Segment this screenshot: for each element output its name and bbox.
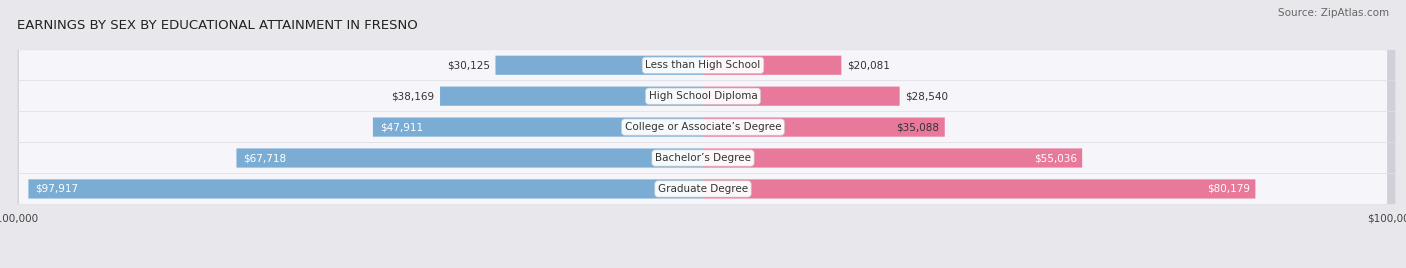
Text: $55,036: $55,036 — [1033, 153, 1077, 163]
FancyBboxPatch shape — [18, 143, 1388, 173]
FancyBboxPatch shape — [18, 50, 1388, 80]
Text: $38,169: $38,169 — [391, 91, 434, 101]
Text: $20,081: $20,081 — [846, 60, 890, 70]
FancyBboxPatch shape — [703, 56, 841, 75]
FancyBboxPatch shape — [236, 148, 703, 168]
FancyBboxPatch shape — [28, 179, 703, 199]
FancyBboxPatch shape — [17, 174, 1395, 204]
FancyBboxPatch shape — [18, 174, 1388, 204]
Text: Bachelor’s Degree: Bachelor’s Degree — [655, 153, 751, 163]
FancyBboxPatch shape — [373, 117, 703, 137]
FancyBboxPatch shape — [440, 87, 703, 106]
Text: College or Associate’s Degree: College or Associate’s Degree — [624, 122, 782, 132]
Text: $30,125: $30,125 — [447, 60, 489, 70]
FancyBboxPatch shape — [17, 50, 1395, 81]
Text: EARNINGS BY SEX BY EDUCATIONAL ATTAINMENT IN FRESNO: EARNINGS BY SEX BY EDUCATIONAL ATTAINMEN… — [17, 19, 418, 32]
FancyBboxPatch shape — [703, 179, 1256, 199]
Text: Graduate Degree: Graduate Degree — [658, 184, 748, 194]
FancyBboxPatch shape — [18, 112, 1388, 142]
FancyBboxPatch shape — [17, 81, 1395, 111]
Text: Less than High School: Less than High School — [645, 60, 761, 70]
Text: Source: ZipAtlas.com: Source: ZipAtlas.com — [1278, 8, 1389, 18]
Text: $47,911: $47,911 — [380, 122, 423, 132]
Text: $67,718: $67,718 — [243, 153, 287, 163]
FancyBboxPatch shape — [17, 143, 1395, 173]
FancyBboxPatch shape — [18, 81, 1388, 111]
Text: $35,088: $35,088 — [896, 122, 939, 132]
FancyBboxPatch shape — [17, 112, 1395, 142]
Text: $97,917: $97,917 — [35, 184, 79, 194]
Text: $28,540: $28,540 — [905, 91, 948, 101]
FancyBboxPatch shape — [703, 87, 900, 106]
Text: $80,179: $80,179 — [1206, 184, 1250, 194]
Text: High School Diploma: High School Diploma — [648, 91, 758, 101]
FancyBboxPatch shape — [703, 117, 945, 137]
FancyBboxPatch shape — [495, 56, 703, 75]
FancyBboxPatch shape — [703, 148, 1083, 168]
